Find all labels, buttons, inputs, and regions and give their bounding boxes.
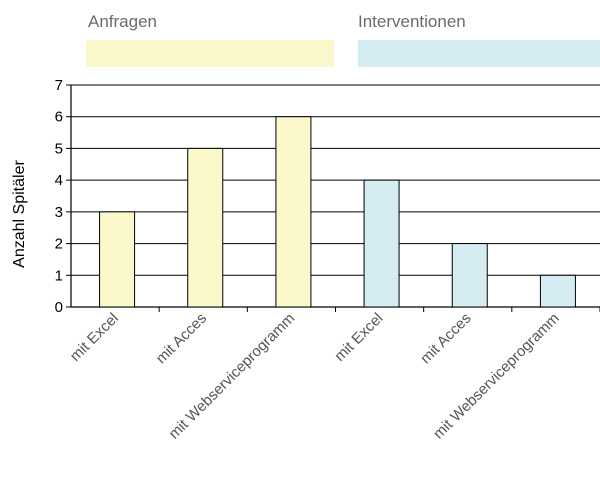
bar <box>99 211 136 308</box>
group-swatch-interventionen <box>358 40 600 67</box>
bar <box>275 116 312 308</box>
y-tick-label: 1 <box>55 267 63 284</box>
y-tick-label: 2 <box>55 236 63 253</box>
x-tick-label: mit Acces <box>153 310 210 367</box>
bar <box>363 179 400 308</box>
y-tick-label: 0 <box>55 299 63 316</box>
group-label-interventionen: Interventionen <box>358 12 466 31</box>
bar <box>187 147 224 308</box>
x-tick-label: mit Excel <box>331 310 386 365</box>
y-tick-label: 4 <box>55 172 63 189</box>
y-tick-label: 5 <box>55 140 63 157</box>
y-axis-label: Anzahl Spitäler <box>11 160 28 268</box>
y-tick-label: 3 <box>55 204 63 221</box>
group-label-anfragen: Anfragen <box>88 12 157 31</box>
bar <box>451 243 488 308</box>
y-tick-label: 6 <box>55 109 63 126</box>
y-tick-label: 7 <box>55 77 63 94</box>
x-tick-label: mit Acces <box>417 310 474 367</box>
x-tick-label: mit Excel <box>67 310 122 365</box>
group-swatch-anfragen <box>86 40 334 67</box>
bar <box>539 274 576 308</box>
